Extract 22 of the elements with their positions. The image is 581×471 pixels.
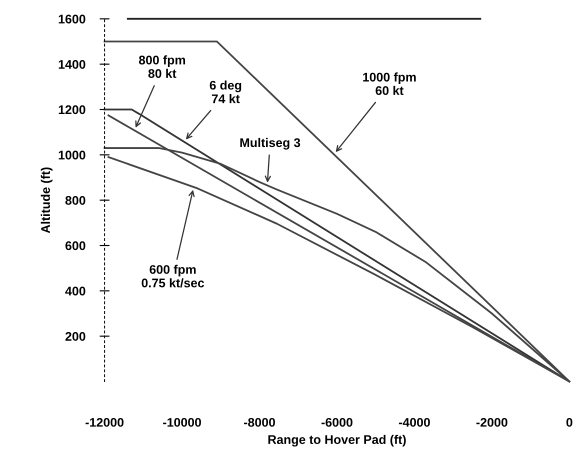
x-axis-title: Range to Hover Pad (ft) <box>268 434 406 447</box>
y-tick-label: 1200 <box>58 105 86 114</box>
y-tick-label: 1400 <box>58 60 86 69</box>
x-tick-label: -8000 <box>244 418 275 427</box>
y-tick-label: 400 <box>65 286 86 296</box>
y-tick-label: 1000 <box>58 150 86 160</box>
y-tick-label: 800 <box>65 196 86 205</box>
y-axis-title: Altitude (ft) <box>40 167 52 234</box>
annotation: 6 deg 74 kt <box>210 80 242 104</box>
annotation: 800 fpm 80 kt <box>138 55 186 78</box>
x-tick-label: -6000 <box>321 418 352 427</box>
x-tick-label: 0 <box>566 418 572 427</box>
x-tick-label: -2000 <box>476 418 508 427</box>
x-tick-label: -12000 <box>86 418 124 427</box>
x-tick-label: -4000 <box>398 418 430 427</box>
annotation: Multiseg 3 <box>240 138 300 150</box>
y-tick-label: 600 <box>65 241 86 250</box>
y-tick-label: 1600 <box>58 14 86 24</box>
y-tick-label: 200 <box>65 332 86 341</box>
annotation: 1000 fpm 60 kt <box>363 72 416 96</box>
annotation: 600 fpm 0.75 kt/sec <box>142 264 204 288</box>
x-tick-label: -10000 <box>163 418 201 427</box>
